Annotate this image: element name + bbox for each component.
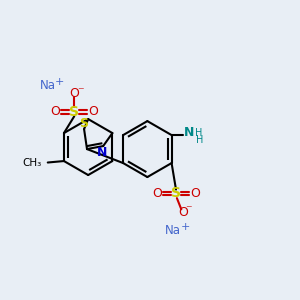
Text: H: H <box>196 135 203 145</box>
Text: H: H <box>195 128 202 138</box>
Text: O: O <box>178 206 188 219</box>
Text: O: O <box>190 187 200 200</box>
Text: Na: Na <box>165 224 181 237</box>
Text: ⁻: ⁻ <box>186 204 192 217</box>
Text: O: O <box>69 86 79 100</box>
Text: O: O <box>50 105 60 119</box>
Text: Na: Na <box>40 79 56 92</box>
Text: O: O <box>152 187 162 200</box>
Text: S: S <box>80 117 88 130</box>
Text: S: S <box>171 186 181 200</box>
Text: N: N <box>184 126 194 139</box>
Text: +: + <box>55 77 64 87</box>
Text: ⁻: ⁻ <box>77 85 83 98</box>
Text: N: N <box>97 146 107 159</box>
Text: +: + <box>181 222 190 232</box>
Text: S: S <box>69 105 79 119</box>
Text: CH₃: CH₃ <box>22 158 41 167</box>
Text: O: O <box>88 105 98 119</box>
